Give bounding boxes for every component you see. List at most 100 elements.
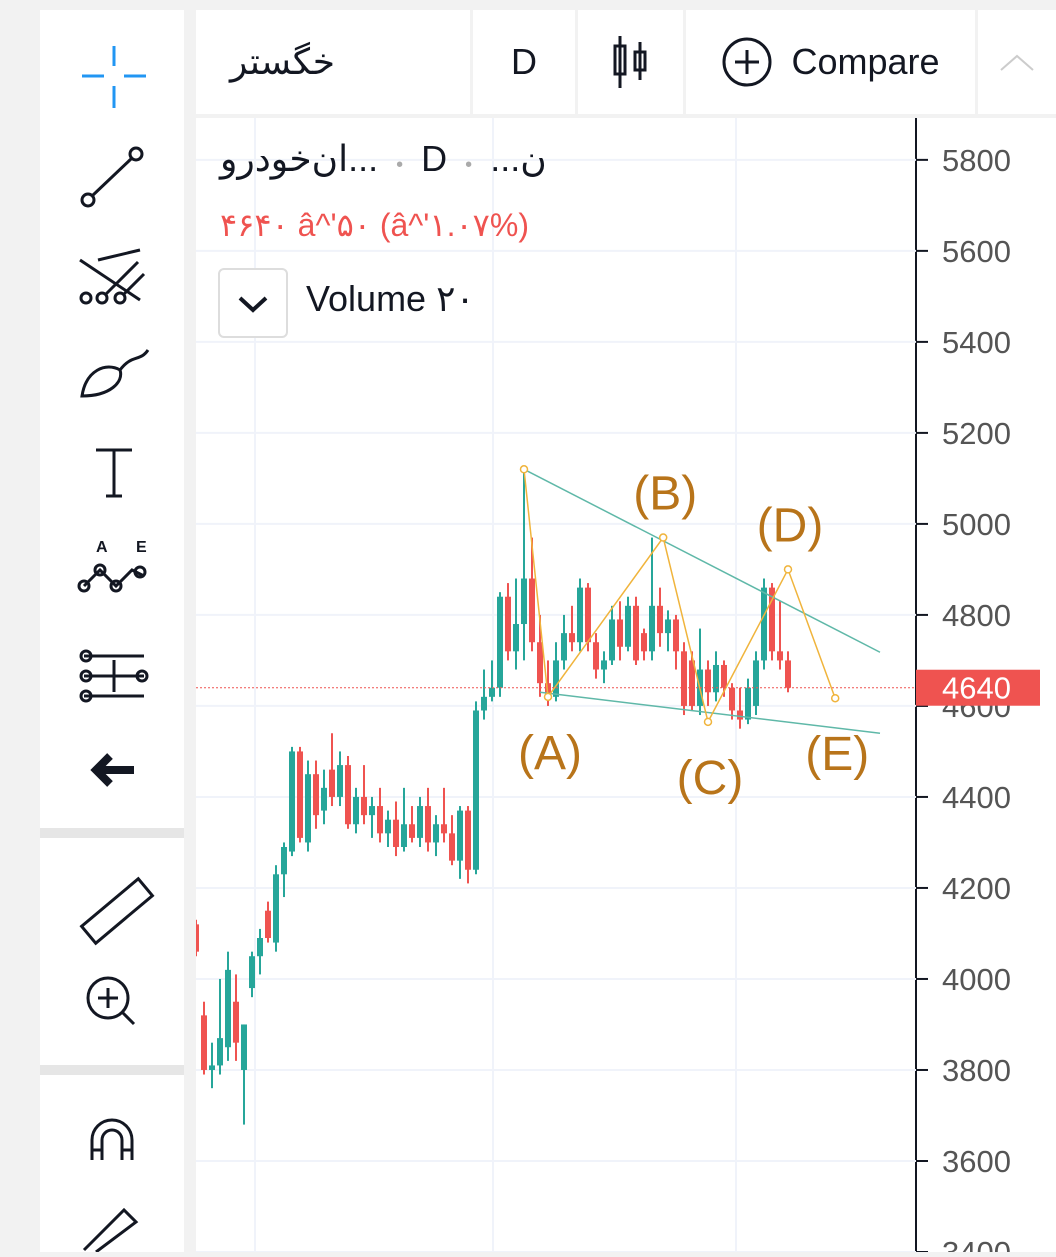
y-tick-label: 3800 (942, 1053, 1011, 1088)
candle-body (273, 874, 279, 943)
candle-body (401, 824, 407, 847)
wave-point (783, 565, 793, 574)
candle-body (617, 619, 623, 647)
interval: D (511, 41, 537, 82)
candle-body (585, 587, 591, 643)
candle-body (521, 578, 527, 625)
candle-body (425, 806, 431, 843)
candle-body (601, 660, 607, 670)
candle-body (409, 824, 415, 838)
candle-body (417, 806, 423, 838)
candle-body (681, 651, 687, 706)
legend-quote: ۴۶۴۰ â^'۵۰ (â^'۱.۰۷%) (220, 207, 529, 243)
lock-icon[interactable] (82, 1207, 139, 1254)
wave-point (703, 717, 713, 727)
candle-body (281, 847, 287, 875)
candle-body (289, 751, 295, 852)
wave-label: (C) (677, 752, 744, 805)
candle-body (265, 910, 271, 939)
candle-body (713, 664, 719, 693)
candle-body (225, 969, 231, 1048)
candle-body (361, 796, 367, 816)
candle-body (633, 605, 639, 661)
back-icon[interactable] (90, 753, 134, 787)
wave-line (523, 469, 836, 724)
candle-body (721, 664, 727, 688)
candle-body (529, 578, 535, 643)
candle-body (689, 660, 695, 706)
candle-body (233, 1001, 239, 1043)
text-icon[interactable] (96, 448, 132, 498)
svg-text:A: A (96, 539, 108, 556)
candle-body (761, 587, 767, 661)
measure-icon[interactable] (79, 649, 149, 703)
y-tick-label: 5200 (942, 416, 1011, 451)
chevron-icon (1000, 54, 1034, 71)
candle-body (473, 710, 479, 870)
compare-button[interactable]: Compare (686, 10, 975, 114)
candle-body (241, 1024, 247, 1070)
wave-label: (D) (757, 499, 824, 552)
candle-body (609, 619, 615, 661)
y-tick-label: 5800 (942, 143, 1011, 178)
candle-body (433, 824, 439, 843)
y-tick-label: 4800 (942, 598, 1011, 633)
trend-line (523, 468, 881, 653)
legend-exchange: ن... (490, 138, 547, 179)
symbol-button[interactable]: خگستر (196, 10, 470, 114)
trend-line (539, 691, 881, 734)
wave-label: (B) (633, 468, 697, 521)
candle-body (385, 819, 391, 834)
candle-body (313, 774, 319, 816)
candle-body (777, 651, 783, 661)
candle-body (569, 633, 575, 643)
y-tick-label: 3600 (942, 1144, 1011, 1179)
trend-line-icon[interactable] (80, 146, 144, 208)
interval-button[interactable]: D (473, 10, 575, 114)
candle-body (481, 696, 487, 711)
candle-body (553, 660, 559, 697)
price-grid (196, 158, 916, 1252)
candle-body (641, 633, 647, 652)
crosshair-icon[interactable] (82, 46, 146, 108)
ruler-icon[interactable] (79, 876, 155, 946)
y-tick-label: 5600 (942, 234, 1011, 269)
candle-body (729, 687, 735, 711)
candle-body (673, 619, 679, 652)
wave-point (519, 465, 529, 474)
candle-body (345, 765, 351, 825)
wave-point (543, 692, 553, 702)
candle-body (201, 1015, 207, 1070)
candle-body (217, 1038, 223, 1066)
wave-point (830, 693, 840, 703)
zoom-icon[interactable] (86, 976, 136, 1026)
y-tick-label: 5000 (942, 507, 1011, 542)
candle-body (577, 587, 583, 643)
y-tick-label: 4400 (942, 780, 1011, 815)
y-tick-label: 4200 (942, 871, 1011, 906)
chart-type-button[interactable] (578, 10, 683, 114)
candle-body (561, 633, 567, 661)
candle-body (665, 619, 671, 634)
candle-body (489, 687, 495, 697)
wave-label: (A) (518, 727, 582, 780)
candle-body (249, 956, 255, 989)
candle-body (497, 596, 503, 688)
candle-body (209, 1065, 215, 1070)
study-toggle[interactable] (218, 268, 288, 338)
candle-body (297, 751, 303, 838)
candle-body (657, 605, 663, 634)
magnet-icon[interactable] (90, 1118, 134, 1160)
candle-body (329, 769, 335, 797)
candle-body (257, 938, 263, 957)
brush-icon[interactable] (80, 349, 150, 398)
candle-icon (613, 36, 646, 88)
symbol: خگستر (230, 41, 335, 82)
collapse-button[interactable] (978, 10, 1056, 114)
pitchfork-icon[interactable] (79, 248, 146, 305)
candle-body (593, 642, 599, 670)
candle-body (377, 806, 383, 834)
